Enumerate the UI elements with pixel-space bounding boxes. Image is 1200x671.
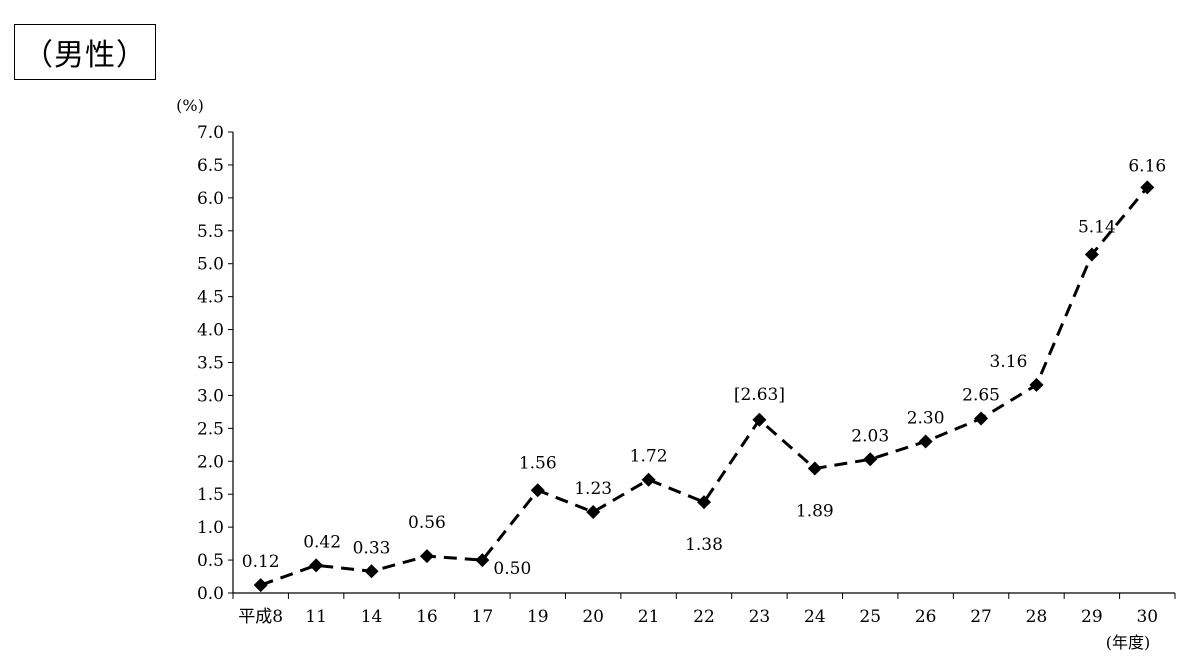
data-label: 2.30 bbox=[907, 409, 945, 429]
data-point-marker bbox=[752, 412, 767, 427]
x-tick-label: 23 bbox=[749, 607, 771, 627]
data-label: 5.14 bbox=[1078, 217, 1116, 237]
data-label: 0.56 bbox=[408, 513, 446, 533]
y-tick-label: 4.0 bbox=[197, 321, 224, 341]
data-label: 1.23 bbox=[574, 479, 612, 499]
y-tick-label: 2.5 bbox=[197, 419, 224, 439]
x-tick-label: 30 bbox=[1136, 607, 1158, 627]
x-tick-label: 19 bbox=[527, 607, 549, 627]
x-tick-label: 28 bbox=[1026, 607, 1048, 627]
data-point-marker bbox=[641, 472, 656, 487]
data-point-marker bbox=[253, 578, 268, 593]
y-tick-label: 0.0 bbox=[197, 584, 224, 604]
data-point-marker bbox=[1084, 247, 1099, 262]
data-label: 2.65 bbox=[962, 385, 1000, 405]
data-label: 1.72 bbox=[630, 447, 668, 467]
data-label: 2.03 bbox=[851, 426, 889, 446]
data-label: 0.33 bbox=[353, 538, 391, 558]
y-tick-label: 3.5 bbox=[197, 354, 224, 374]
data-point-marker bbox=[918, 434, 933, 449]
data-point-marker bbox=[364, 564, 379, 579]
data-point-marker bbox=[807, 461, 822, 476]
series-line bbox=[260, 186, 1149, 587]
x-tick-label: 14 bbox=[361, 607, 383, 627]
x-tick-label: 11 bbox=[305, 607, 327, 627]
data-label: 1.38 bbox=[685, 535, 723, 555]
data-point-marker bbox=[863, 452, 878, 467]
y-axis-unit: (%) bbox=[176, 96, 204, 115]
data-label: 3.16 bbox=[990, 352, 1028, 372]
chart-title: （男性） bbox=[14, 24, 156, 80]
y-tick-label: 0.5 bbox=[197, 551, 224, 571]
x-axis-unit: (年度) bbox=[1106, 633, 1151, 652]
x-tick-label: 平成8 bbox=[238, 607, 283, 627]
y-tick-label: 5.0 bbox=[197, 255, 224, 275]
x-tick-label: 29 bbox=[1081, 607, 1103, 627]
x-axis-ticks: 平成8 11 14 16 17 19 20 21 22 23 24 25 26 27 28 29 30 bbox=[232, 593, 1176, 627]
y-tick-label: 6.0 bbox=[197, 189, 224, 209]
y-tick-label: 7.0 bbox=[197, 123, 224, 143]
x-tick-label: 26 bbox=[915, 607, 937, 627]
data-point-marker bbox=[697, 495, 711, 510]
data-label: 0.12 bbox=[242, 552, 280, 572]
data-label: 6.16 bbox=[1128, 156, 1166, 176]
y-tick-label: 5.5 bbox=[197, 222, 224, 242]
x-tick-label: 20 bbox=[582, 607, 604, 627]
data-label: 1.56 bbox=[519, 453, 557, 473]
y-tick-label: 3.0 bbox=[197, 386, 224, 406]
x-tick-label: 16 bbox=[416, 607, 438, 627]
data-point-marker bbox=[309, 558, 324, 573]
y-axis-ticks: 0.0 0.5 1.0 1.5 2.0 2.5 3.0 3.5 4.0 4.5 5.0 5.5 6.0 6… bbox=[197, 123, 233, 604]
data-label: 0.42 bbox=[303, 532, 341, 552]
x-tick-label: 25 bbox=[859, 607, 881, 627]
y-tick-label: 4.5 bbox=[197, 288, 224, 308]
data-labels: 0.12 0.42 0.33 0.56 0.50 1.56 1.23 1.72 1.38 [2.6… bbox=[242, 156, 1166, 579]
x-tick-label: 27 bbox=[970, 607, 992, 627]
data-point-marker bbox=[1029, 377, 1044, 392]
x-tick-label: 22 bbox=[693, 607, 715, 627]
data-label: 0.50 bbox=[493, 559, 531, 579]
data-point-marker bbox=[586, 504, 601, 519]
y-tick-label: 6.5 bbox=[197, 156, 224, 176]
data-label: 1.89 bbox=[796, 502, 834, 522]
y-tick-label: 1.0 bbox=[197, 518, 224, 538]
data-point-marker bbox=[419, 549, 434, 564]
x-tick-label: 17 bbox=[472, 607, 494, 627]
data-point-marker bbox=[530, 483, 545, 498]
data-point-marker bbox=[475, 553, 490, 568]
x-tick-label: 24 bbox=[804, 607, 826, 627]
y-tick-label: 1.5 bbox=[197, 485, 224, 505]
axes bbox=[232, 132, 1175, 594]
series-polyline bbox=[260, 186, 1149, 587]
data-label: [2.63] bbox=[734, 385, 785, 405]
y-tick-label: 2.0 bbox=[197, 452, 224, 472]
data-point-marker bbox=[1140, 180, 1155, 195]
x-tick-label: 21 bbox=[638, 607, 660, 627]
data-point-marker bbox=[974, 411, 989, 426]
series-markers bbox=[253, 180, 1155, 593]
